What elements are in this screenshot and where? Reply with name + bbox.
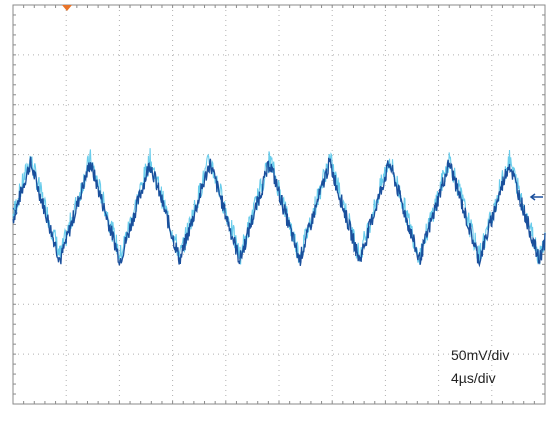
trigger-position-marker xyxy=(62,5,72,11)
waveform-trace xyxy=(12,156,546,268)
time-per-div-label: 4µs/div xyxy=(451,370,496,386)
ground-level-marker xyxy=(529,193,543,201)
volts-per-div-label: 50mV/div xyxy=(451,347,509,363)
plot-frame xyxy=(12,4,546,405)
